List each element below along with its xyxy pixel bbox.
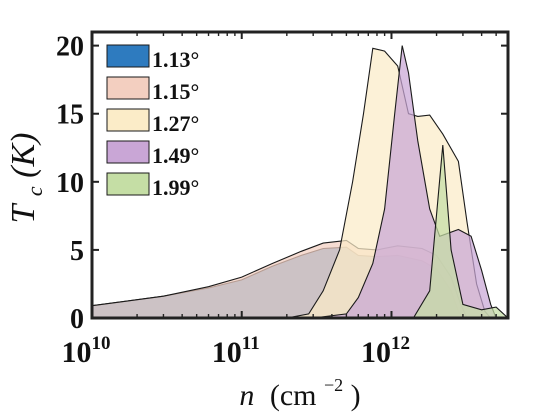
x-axis-label-var: n [239, 379, 254, 412]
y-tick-label: 15 [56, 100, 84, 131]
y-axis-label: T c (K) [5, 132, 50, 223]
y-axis-label-sub: c [22, 186, 47, 196]
y-tick-label: 0 [70, 304, 84, 335]
y-tick-label: 10 [56, 168, 84, 199]
x-tick-label: 1011 [212, 333, 260, 369]
x-tick-label: 1012 [361, 333, 410, 369]
x-tick-exp: 11 [242, 333, 260, 354]
legend: 1.13° 1.15° 1.27° 1.49° 1.99° [106, 44, 199, 200]
x-axis-label: n (cm −2 ) [239, 365, 360, 412]
x-tick-exp: 12 [391, 333, 410, 354]
legend-swatch-3 [106, 108, 150, 132]
legend-label-1: 1.13° [152, 47, 199, 72]
legend-swatch-2 [106, 76, 150, 100]
x-tick-label: 1010 [62, 333, 111, 369]
x-tick-exp: 10 [92, 333, 111, 354]
legend-label-2: 1.15° [152, 79, 199, 104]
series-area-5 [92, 144, 508, 318]
y-axis-label-main: T [5, 203, 42, 224]
x-tick-base: 10 [212, 336, 242, 369]
y-tick-label: 20 [56, 32, 84, 63]
legend-label-5: 1.99° [152, 175, 199, 200]
legend-label-3: 1.27° [152, 111, 199, 136]
x-axis-label-exp: −2 [324, 375, 343, 395]
x-tick-base: 10 [361, 336, 391, 369]
legend-swatch-5 [106, 172, 150, 196]
series-area-4 [92, 45, 497, 318]
legend-swatch-4 [106, 140, 150, 164]
y-axis-label-rest: (K) [5, 132, 42, 177]
plot-frame [90, 30, 510, 320]
series-layer [92, 45, 508, 318]
y-tick-label: 5 [70, 236, 84, 267]
legend-label-4: 1.49° [152, 143, 199, 168]
x-axis-label-close: ) [351, 379, 361, 412]
x-axis-label-unit: (cm [270, 379, 317, 412]
x-tick-base: 10 [62, 336, 92, 369]
legend-swatch-1 [106, 44, 150, 68]
